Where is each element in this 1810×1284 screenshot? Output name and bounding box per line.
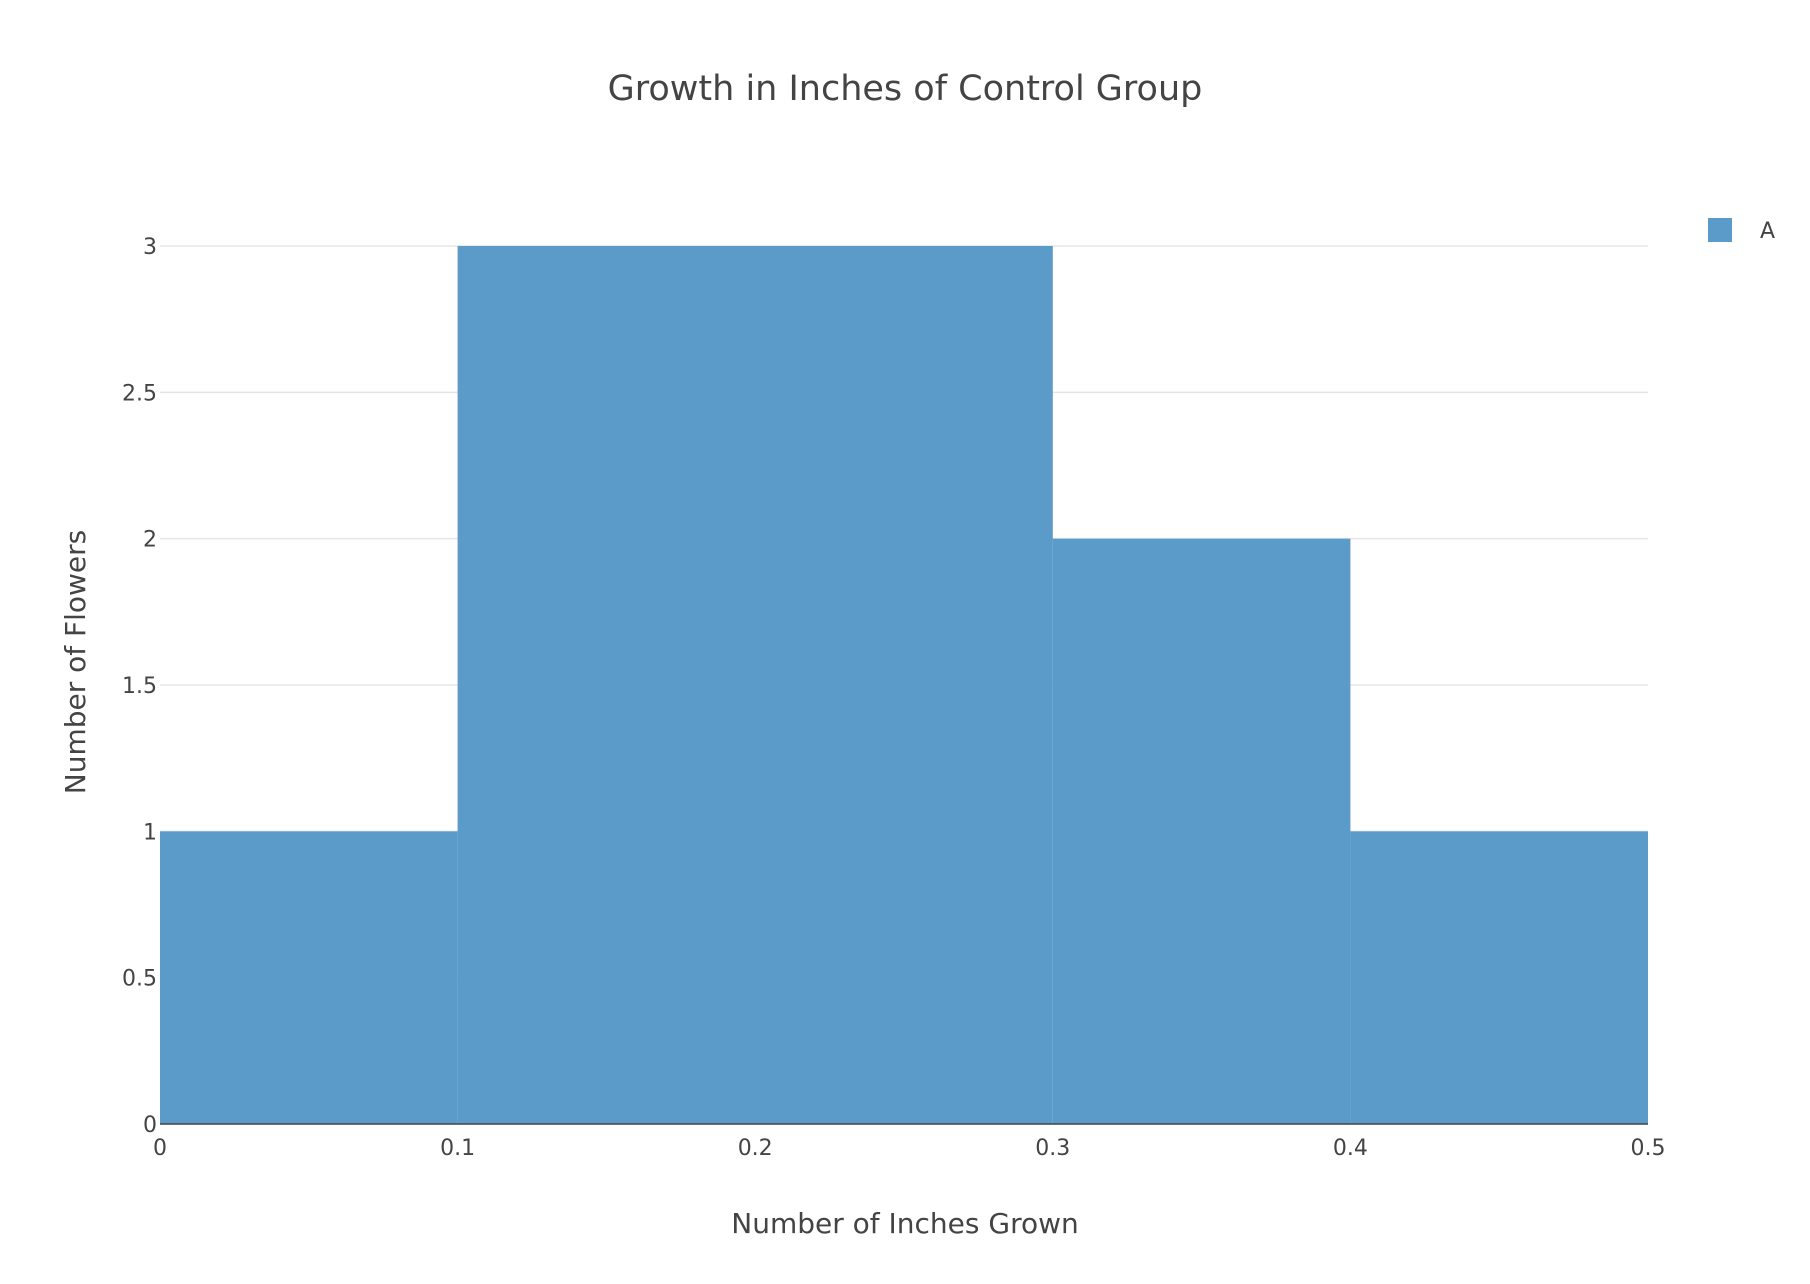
y-tick-label-4: 2 bbox=[143, 528, 157, 553]
x-tick-label-0: 0 bbox=[153, 1136, 167, 1161]
y-tick-label-3: 1.5 bbox=[122, 674, 157, 699]
histogram-bar-2[interactable] bbox=[1052, 538, 1351, 1124]
x-axis-title: Number of Inches Grown bbox=[731, 1207, 1079, 1240]
histogram-bar-3[interactable] bbox=[1350, 831, 1648, 1124]
y-tick-label-5: 2.5 bbox=[122, 381, 157, 406]
x-tick-label-2: 0.2 bbox=[738, 1136, 773, 1161]
x-tick-label-5: 0.5 bbox=[1631, 1136, 1666, 1161]
y-tick-label-6: 3 bbox=[143, 235, 157, 260]
x-tick-label-3: 0.3 bbox=[1035, 1136, 1070, 1161]
histogram-bar-1[interactable] bbox=[457, 246, 1053, 1124]
x-tick-label-4: 0.4 bbox=[1333, 1136, 1368, 1161]
y-tick-label-0: 0 bbox=[143, 1113, 157, 1138]
legend[interactable]: A bbox=[1708, 218, 1775, 244]
x-tick-label-1: 0.1 bbox=[440, 1136, 475, 1161]
chart-title: Growth in Inches of Control Group bbox=[608, 69, 1203, 109]
y-tick-label-2: 1 bbox=[143, 820, 157, 845]
y-tick-label-1: 0.5 bbox=[122, 967, 157, 992]
histogram-bar-0[interactable] bbox=[160, 831, 458, 1124]
legend-swatch-a[interactable] bbox=[1708, 218, 1732, 242]
legend-label-a[interactable]: A bbox=[1760, 219, 1775, 244]
y-axis-title: Number of Flowers bbox=[59, 530, 92, 795]
histogram-bars bbox=[160, 246, 1648, 1124]
tick-labels: 0 0.5 1 1.5 2 2.5 3 0 0.1 0.2 0.3 0.4 0.5 bbox=[122, 235, 1666, 1161]
